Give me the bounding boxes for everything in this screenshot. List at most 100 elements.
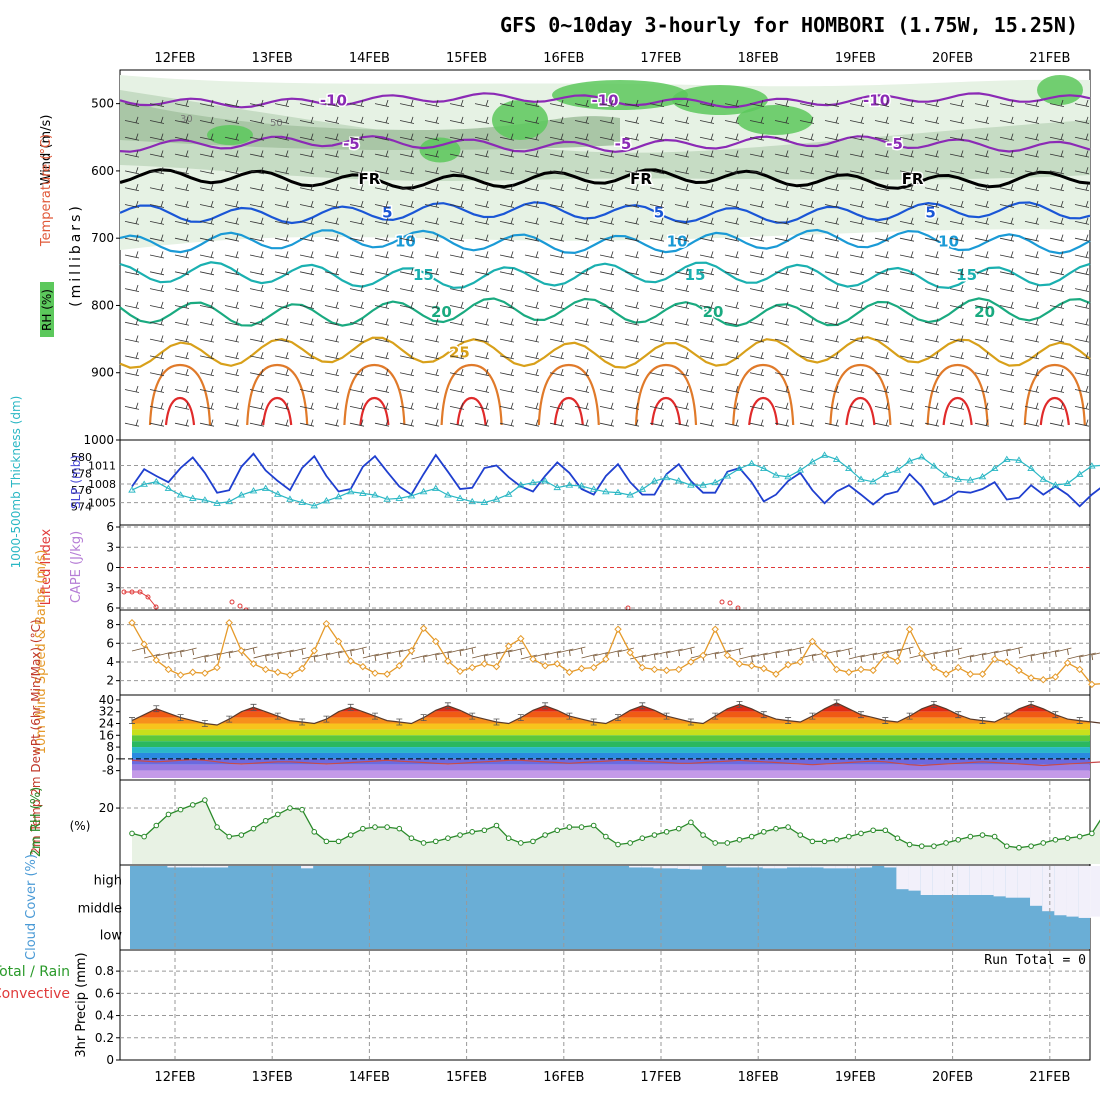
wind-barb xyxy=(749,234,765,242)
bottom-date-label: 13FEB xyxy=(252,1070,293,1085)
wind-barb xyxy=(1024,402,1040,410)
wind-barb xyxy=(199,284,215,293)
wind-barb xyxy=(949,369,965,377)
lifted-axis: 6 3 0 3 6 xyxy=(106,520,120,615)
wind-barb xyxy=(349,133,365,141)
wind-barb xyxy=(399,284,415,293)
wind-barb xyxy=(699,200,715,208)
wind-barb xyxy=(1049,284,1065,293)
wind-barb xyxy=(249,369,265,377)
wind-speed-point xyxy=(164,665,173,674)
wind-barb xyxy=(1049,335,1065,343)
wind-barb xyxy=(249,251,265,259)
rh-high-patch xyxy=(419,137,461,163)
wind-barb xyxy=(1024,318,1040,326)
temp-tick-label: 16 xyxy=(99,728,114,742)
cloud-cells xyxy=(130,866,1100,949)
wind-barb xyxy=(149,184,165,192)
wind-barb xyxy=(999,335,1015,343)
wind-barb xyxy=(899,200,915,208)
thickness-point xyxy=(1063,479,1072,486)
upper-wind-barbs xyxy=(124,99,1090,427)
wind-barb xyxy=(899,133,915,141)
boundary-arc-outer xyxy=(246,363,309,426)
wind-barb xyxy=(224,150,240,158)
thickness-point xyxy=(346,487,355,495)
bottom-date-label: 20FEB xyxy=(932,1070,973,1085)
wind-barb xyxy=(799,318,815,326)
wind-barb xyxy=(874,385,890,393)
wind-barb xyxy=(449,217,465,225)
wind-barb xyxy=(224,217,240,225)
thickness-point xyxy=(857,475,865,482)
wind-barb xyxy=(799,184,815,192)
minmax-bar xyxy=(687,718,694,726)
slp-label: SLP (mb) xyxy=(69,455,83,509)
wind-barb xyxy=(424,402,440,410)
slp-thickness-lines xyxy=(128,451,1100,509)
wind-barb xyxy=(699,184,715,192)
wind-barb xyxy=(874,150,890,158)
cloud-cell xyxy=(884,866,897,868)
wind-barb xyxy=(299,167,315,175)
precip-panel: 0 0.2 0.4 0.6 0.8 Total / Rain Convective 3h… xyxy=(0,949,1091,1067)
wind-barb xyxy=(1049,217,1065,225)
wind-barb xyxy=(1074,318,1090,326)
wind-barb xyxy=(274,402,290,410)
wind-barb-10m xyxy=(180,647,197,656)
wind-barb xyxy=(749,402,765,410)
wind-barb xyxy=(774,234,790,242)
minmax-bar xyxy=(372,712,378,720)
wind-barb xyxy=(224,268,240,276)
wind-barb xyxy=(274,268,290,276)
rh2m-point xyxy=(991,833,998,840)
wind-barb xyxy=(574,116,590,124)
thickness-point xyxy=(589,485,598,492)
dewpoint-line xyxy=(131,758,1100,767)
thickness-point xyxy=(650,477,659,484)
wind-barb xyxy=(449,369,465,377)
temp-contour-label: -10 xyxy=(591,91,618,109)
wind-barb xyxy=(1049,318,1065,326)
wind-barb xyxy=(224,318,240,326)
rh2m-point xyxy=(493,822,500,829)
wind-barb xyxy=(1024,234,1040,242)
wind-barb xyxy=(1024,284,1040,293)
thickness-point xyxy=(930,462,938,469)
wind-barb xyxy=(1049,419,1065,427)
wind-barb xyxy=(174,419,190,427)
wind-barb xyxy=(649,234,665,242)
wind-barb xyxy=(774,133,790,141)
wind-barb xyxy=(999,301,1015,309)
wind-barb xyxy=(824,419,840,427)
minmax-bar xyxy=(250,703,257,711)
rh2m-point xyxy=(177,806,184,813)
minmax-bar xyxy=(420,714,427,722)
wind-barb xyxy=(274,133,290,141)
thickness-point xyxy=(699,481,707,488)
wind-barb xyxy=(974,318,990,326)
wind-speed-point xyxy=(1051,673,1060,681)
wind-barb xyxy=(1024,217,1040,225)
wind-barb xyxy=(424,200,440,208)
minmax-bar xyxy=(785,717,792,724)
wind-barb xyxy=(324,419,340,427)
thickness-point xyxy=(310,502,319,509)
thickness-point xyxy=(176,491,185,498)
wind-barb xyxy=(1074,268,1090,276)
wind-barb xyxy=(524,133,540,141)
wind-barb xyxy=(949,318,965,326)
wind-barb xyxy=(399,116,415,124)
wind-barb xyxy=(649,385,665,393)
wind-barb-10m xyxy=(945,647,963,656)
wind-barb xyxy=(399,402,415,410)
wind-speed-point xyxy=(298,664,306,673)
wind-barb xyxy=(499,385,515,393)
thickness-point xyxy=(383,495,391,502)
wind-barb xyxy=(649,99,665,108)
bottom-date-label: 17FEB xyxy=(640,1070,681,1085)
rh2m-point xyxy=(566,824,573,830)
wind10m-label: 10m Wind Speed & Barbs (m/s) xyxy=(34,550,49,755)
wind-barb xyxy=(299,217,315,225)
